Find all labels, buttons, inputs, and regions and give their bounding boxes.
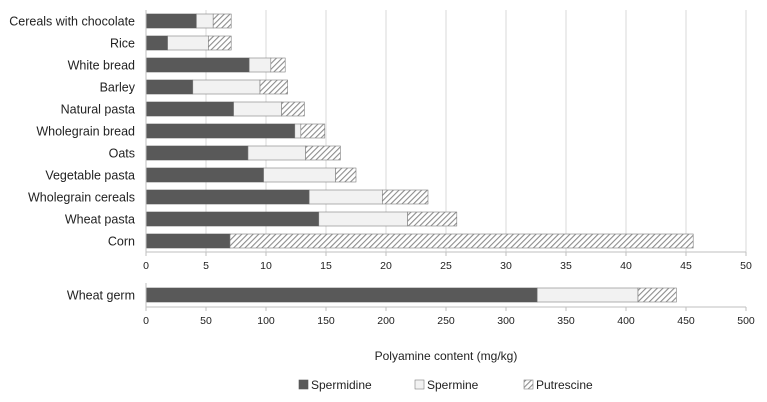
bar-spermine bbox=[263, 167, 336, 183]
bar-putrescine bbox=[212, 13, 232, 29]
bar-spermine bbox=[233, 101, 282, 117]
x-tick-label: 0 bbox=[143, 260, 149, 272]
bar-spermine bbox=[248, 57, 272, 73]
bar-spermine bbox=[167, 35, 209, 51]
bar-putrescine bbox=[305, 145, 341, 161]
x-tick-label: 150 bbox=[317, 315, 335, 327]
category-label: Barley bbox=[100, 81, 136, 95]
top-panel: Cereals with chocolate Rice White bread Bar… bbox=[9, 10, 752, 272]
bar-spermidine bbox=[145, 145, 249, 161]
bottom-panel: Wheat germ 0 50 100 150 200 250 300 350 400 450 500 bbox=[67, 283, 755, 327]
category-label: Wholegrain bread bbox=[36, 125, 135, 139]
x-tick-label: 50 bbox=[200, 315, 212, 327]
x-tick-label: 300 bbox=[497, 315, 515, 327]
bar-spermine bbox=[247, 145, 306, 161]
category-label: Vegetable pasta bbox=[45, 169, 135, 183]
bar-putrescine bbox=[300, 123, 326, 139]
x-tick-label: 25 bbox=[440, 260, 452, 272]
bar-spermine bbox=[308, 189, 383, 205]
bar-putrescine bbox=[208, 35, 232, 51]
bar-putrescine bbox=[229, 233, 694, 249]
bar-spermidine bbox=[145, 123, 296, 139]
bar-spermidine bbox=[145, 101, 234, 117]
x-tick-label: 10 bbox=[260, 260, 272, 272]
x-tick-label: 200 bbox=[377, 315, 395, 327]
x-tick-label: 400 bbox=[617, 315, 635, 327]
legend: Spermidine Spermine Putrescine bbox=[298, 378, 593, 392]
spermine-legend-label: Spermine bbox=[427, 378, 479, 392]
x-tick-label: 35 bbox=[560, 260, 572, 272]
bar-spermine bbox=[196, 13, 214, 29]
bar-spermine bbox=[318, 211, 408, 227]
putrescine-legend-swatch bbox=[523, 379, 534, 390]
x-tick-label: 100 bbox=[257, 315, 275, 327]
x-tick-label: 450 bbox=[677, 315, 695, 327]
bar-spermine bbox=[294, 123, 302, 139]
bar-spermidine bbox=[145, 189, 310, 205]
x-tick-label: 30 bbox=[500, 260, 512, 272]
category-label: Oats bbox=[109, 147, 135, 161]
category-label: White bread bbox=[68, 59, 135, 73]
bar-putrescine bbox=[407, 211, 458, 227]
x-axis-title: Polyamine content (mg/kg) bbox=[375, 349, 518, 363]
x-tick-label: 500 bbox=[737, 315, 755, 327]
bar-putrescine bbox=[382, 189, 429, 205]
x-tick-label: 50 bbox=[740, 260, 752, 272]
x-tick-label: 0 bbox=[143, 315, 149, 327]
x-tick-label: 45 bbox=[680, 260, 692, 272]
x-tick-label: 20 bbox=[380, 260, 392, 272]
bar-spermidine bbox=[145, 167, 264, 183]
category-label: Wholegrain cereals bbox=[28, 191, 135, 205]
spermidine-legend-swatch bbox=[298, 379, 309, 390]
bar-putrescine bbox=[259, 79, 288, 95]
bar-putrescine bbox=[335, 167, 357, 183]
putrescine-legend-label: Putrescine bbox=[536, 378, 593, 392]
category-label: Corn bbox=[108, 235, 135, 249]
category-label: Rice bbox=[110, 37, 135, 51]
x-tick-label: 40 bbox=[620, 260, 632, 272]
bar-spermidine bbox=[145, 233, 231, 249]
bar-putrescine bbox=[281, 101, 305, 117]
bar-spermidine bbox=[145, 211, 320, 227]
category-label: Wheat pasta bbox=[65, 213, 135, 227]
bar-spermidine bbox=[145, 35, 168, 51]
category-label: Wheat germ bbox=[67, 289, 135, 303]
spermine-legend-swatch bbox=[414, 379, 425, 390]
bar-spermine bbox=[536, 287, 639, 303]
bar-spermidine bbox=[145, 79, 194, 95]
category-label: Natural pasta bbox=[61, 103, 135, 117]
bar-spermine bbox=[192, 79, 261, 95]
x-tick-label: 15 bbox=[320, 260, 332, 272]
bar-spermidine bbox=[145, 13, 197, 29]
category-label: Cereals with chocolate bbox=[9, 15, 135, 29]
x-tick-label: 5 bbox=[203, 260, 209, 272]
x-tick-label: 250 bbox=[437, 315, 455, 327]
x-tick-label: 350 bbox=[557, 315, 575, 327]
bar-spermidine bbox=[145, 287, 538, 303]
bar-putrescine bbox=[270, 57, 286, 73]
spermidine-legend-label: Spermidine bbox=[311, 378, 372, 392]
bar-putrescine bbox=[637, 287, 677, 303]
bar-spermidine bbox=[145, 57, 250, 73]
